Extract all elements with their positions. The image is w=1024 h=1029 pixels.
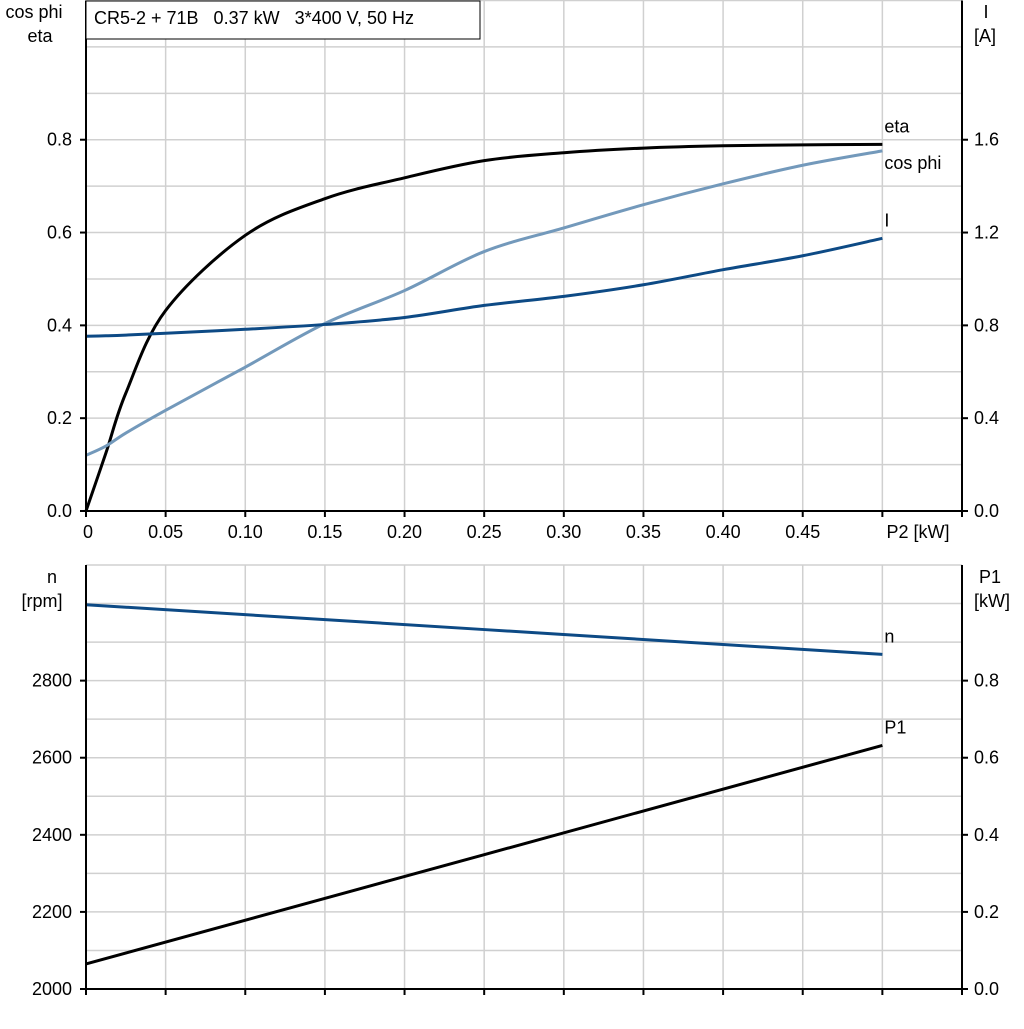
curve-label-i: I [884, 210, 889, 230]
x-tick-label: 0.10 [228, 522, 263, 542]
y-tick-label-right: 0.0 [974, 501, 999, 521]
curves [84, 142, 883, 966]
y-tick-label-left: 0.4 [47, 315, 72, 335]
y-tick-label-right: 1.6 [974, 130, 999, 150]
top-left-axis-label-1: cos phi [5, 2, 62, 22]
y-tick-label-right: 0.4 [974, 825, 999, 845]
curve-p1 [85, 743, 883, 966]
curve-label-n: n [884, 626, 894, 646]
y-tick-label-right: 0.0 [974, 979, 999, 999]
labels: 0.0 0.2 0.4 0.6 0.8 0.0 0.4 0.8 1.2 1.6 0 0.05 0.10 0… [32, 116, 999, 999]
y-tick-label-right: 0.8 [974, 671, 999, 691]
chart-title: CR5-2 + 71B 0.37 kW 3*400 V, 50 Hz [94, 8, 414, 28]
y-tick-label-left: 0.8 [47, 130, 72, 150]
curve-cos-phi [85, 149, 883, 457]
y-tick-label-right: 0.8 [974, 315, 999, 335]
curve-i [85, 236, 883, 338]
curve-label-cos-phi: cos phi [884, 153, 941, 173]
title-box [85, 0, 481, 40]
bottom-left-axis-label-1: n [47, 567, 57, 587]
y-tick-label-left: 2600 [32, 748, 72, 768]
top-right-axis-label-1: I [983, 2, 988, 22]
bottom-left-axis-label-2: [rpm] [21, 591, 62, 611]
curve-label-p1: P1 [884, 717, 906, 737]
y-tick-label-left: 2200 [32, 902, 72, 922]
y-tick-label-left: 0.6 [47, 223, 72, 243]
x-tick-label: 0.40 [706, 522, 741, 542]
y-tick-label-right: 0.6 [974, 748, 999, 768]
y-tick-label-left: 2400 [32, 825, 72, 845]
x-tick-label: 0.20 [387, 522, 422, 542]
x-axis-label: P2 [kW] [886, 522, 949, 542]
x-tick-label: 0.45 [785, 522, 820, 542]
bottom-chart-grid [86, 564, 963, 989]
x-tick-label: 0 [83, 522, 93, 542]
top-left-axis-label-2: eta [27, 26, 53, 46]
curve-n [85, 603, 883, 656]
y-tick-label-right: 1.2 [974, 223, 999, 243]
y-tick-label-left: 2000 [32, 979, 72, 999]
x-tick-label: 0.30 [546, 522, 581, 542]
y-tick-label-left: 2800 [32, 671, 72, 691]
x-tick-label: 0.15 [307, 522, 342, 542]
curve-label-eta: eta [884, 116, 910, 136]
bottom-right-axis-label-2: [kW] [974, 591, 1010, 611]
y-tick-label-right: 0.2 [974, 902, 999, 922]
y-tick-label-right: 0.4 [974, 408, 999, 428]
curve-eta [84, 142, 883, 512]
bottom-right-axis-label-1: P1 [979, 567, 1001, 587]
x-tick-label: 0.25 [467, 522, 502, 542]
x-tick-label: 0.35 [626, 522, 661, 542]
y-tick-label-left: 0.2 [47, 408, 72, 428]
y-tick-label-left: 0.0 [47, 501, 72, 521]
x-tick-label: 0.05 [148, 522, 183, 542]
top-right-axis-label-2: [A] [974, 26, 996, 46]
axes [80, 0, 968, 995]
